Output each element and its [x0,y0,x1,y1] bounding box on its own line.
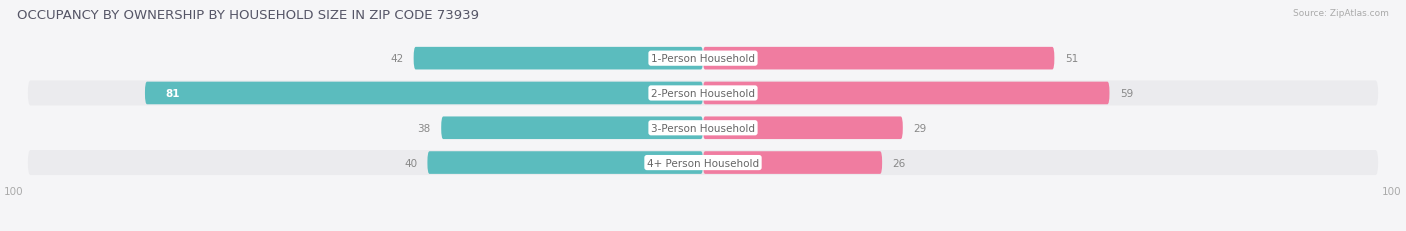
Text: Source: ZipAtlas.com: Source: ZipAtlas.com [1294,9,1389,18]
FancyBboxPatch shape [28,81,1378,106]
Text: 51: 51 [1064,54,1078,64]
Text: 38: 38 [418,123,430,133]
FancyBboxPatch shape [413,48,703,70]
Text: 1-Person Household: 1-Person Household [651,54,755,64]
FancyBboxPatch shape [703,82,1109,105]
Text: OCCUPANCY BY OWNERSHIP BY HOUSEHOLD SIZE IN ZIP CODE 73939: OCCUPANCY BY OWNERSHIP BY HOUSEHOLD SIZE… [17,9,479,22]
Text: 2-Person Household: 2-Person Household [651,88,755,99]
Text: 4+ Person Household: 4+ Person Household [647,158,759,168]
FancyBboxPatch shape [145,82,703,105]
FancyBboxPatch shape [703,117,903,140]
Text: 81: 81 [166,88,180,99]
FancyBboxPatch shape [28,116,1378,141]
FancyBboxPatch shape [441,117,703,140]
FancyBboxPatch shape [703,48,1054,70]
Text: 3-Person Household: 3-Person Household [651,123,755,133]
Text: 42: 42 [389,54,404,64]
FancyBboxPatch shape [427,152,703,174]
Legend: Owner-occupied, Renter-occupied: Owner-occupied, Renter-occupied [592,229,814,231]
FancyBboxPatch shape [28,150,1378,175]
FancyBboxPatch shape [703,152,882,174]
FancyBboxPatch shape [28,46,1378,71]
Text: 59: 59 [1119,88,1133,99]
Text: 26: 26 [893,158,905,168]
Text: 29: 29 [912,123,927,133]
Text: 40: 40 [404,158,418,168]
